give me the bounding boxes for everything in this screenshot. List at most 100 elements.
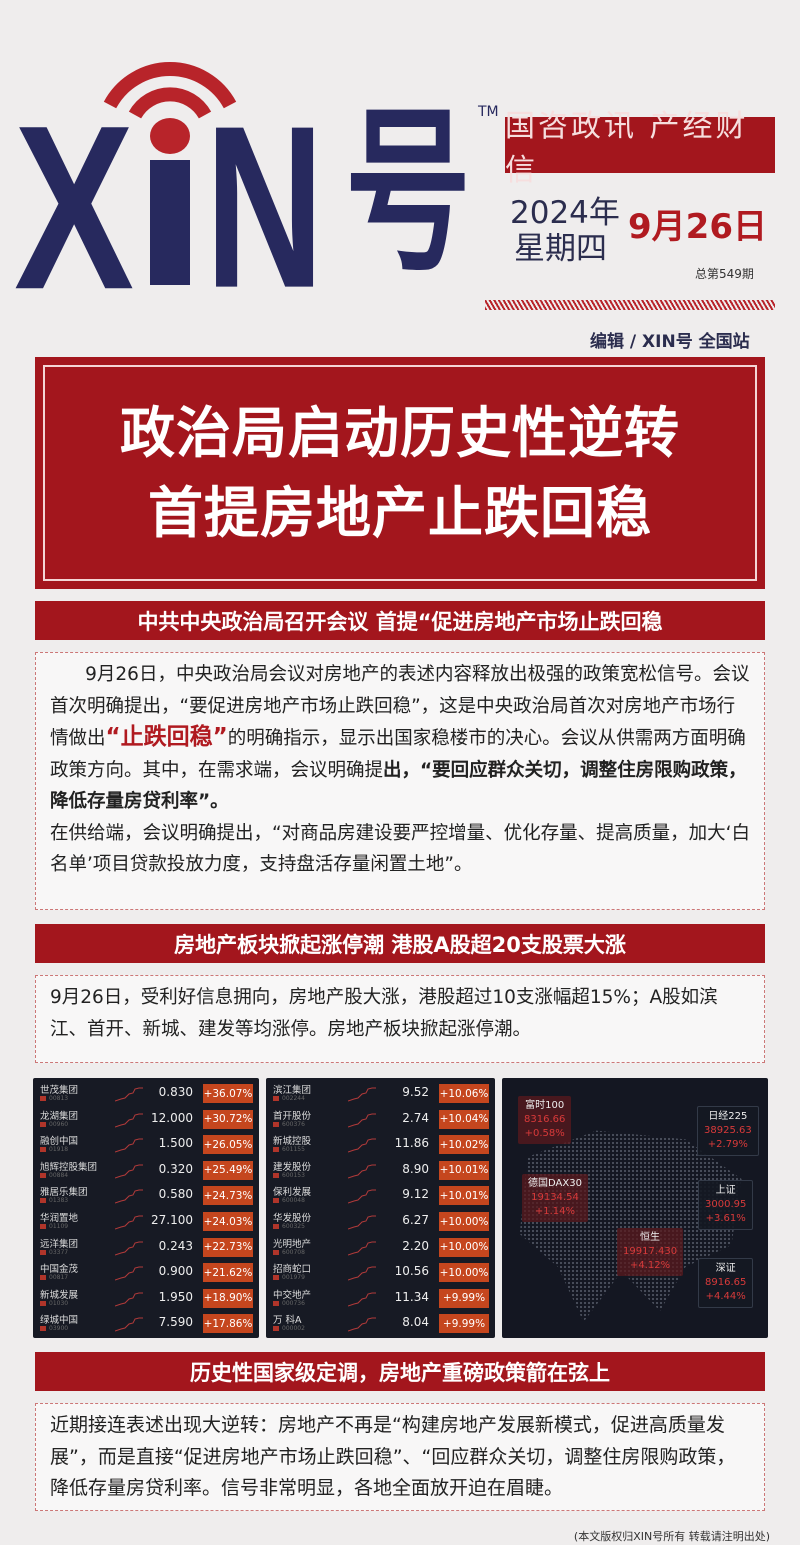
stock-price: 0.320: [158, 1161, 193, 1176]
stock-change-badge: +10.01%: [439, 1186, 489, 1206]
stock-code: 01109: [40, 1223, 68, 1230]
global-index-map: 富时100 8316.66 +0.58% 日经225 38925.63 +2.79% 德…: [502, 1078, 768, 1338]
stock-code: 00884: [40, 1172, 68, 1179]
stock-code: 03377: [40, 1249, 68, 1256]
market-badge-icon: [273, 1300, 279, 1306]
stock-row[interactable]: 中交地产 000736 11.34 +9.99%: [266, 1287, 495, 1313]
stock-code: 001979: [273, 1274, 305, 1281]
stock-name: 华发股份: [273, 1213, 312, 1224]
market-badge-icon: [273, 1275, 279, 1281]
date-weekday: 星期四: [514, 231, 607, 267]
copyright: (本文版权归XIN号所有 转载请注明出处): [573, 1530, 770, 1543]
stock-name: 融创中国: [40, 1136, 79, 1148]
stock-row[interactable]: 中国金茂 00817 0.900 +21.62%: [33, 1261, 259, 1287]
stock-price: 8.90: [402, 1161, 429, 1176]
stock-change-badge: +21.62%: [203, 1263, 253, 1283]
highlight: “止跌回稳”: [105, 724, 228, 750]
stock-row[interactable]: 龙湖集团 00960 12.000 +30.72%: [33, 1108, 259, 1134]
market-badge-icon: [40, 1249, 46, 1255]
stock-row[interactable]: 旭辉控股集团 00884 0.320 +25.49%: [33, 1159, 259, 1185]
stock-row[interactable]: 新城发展 01030 1.950 +18.90%: [33, 1287, 259, 1313]
sparkline-icon: [115, 1164, 143, 1179]
headline-line-2: 首提房地产止跌回稳: [147, 481, 652, 545]
stock-price: 11.86: [394, 1136, 429, 1151]
stock-price: 9.12: [402, 1187, 429, 1202]
sparkline-icon: [348, 1164, 376, 1179]
stock-row[interactable]: 华发股份 600325 6.27 +10.00%: [266, 1210, 495, 1236]
market-badge-icon: [273, 1198, 279, 1204]
sparkline-icon: [348, 1087, 376, 1102]
stock-price: 8.04: [402, 1315, 429, 1330]
stock-code: 000736: [273, 1300, 305, 1307]
stock-row[interactable]: 万 科A 000002 8.04 +9.99%: [266, 1312, 495, 1338]
stock-name: 新城控股: [273, 1136, 312, 1148]
stock-name: 招商蛇口: [273, 1264, 312, 1276]
stock-row[interactable]: 首开股份 600376 2.74 +10.04%: [266, 1108, 495, 1134]
stock-price: 0.580: [158, 1187, 193, 1202]
stock-change-badge: +30.72%: [203, 1109, 253, 1129]
stock-code: 00817: [40, 1274, 68, 1281]
market-badge-icon: [273, 1096, 279, 1101]
stock-change-badge: +10.02%: [439, 1135, 489, 1155]
stock-change-badge: +9.99%: [439, 1314, 489, 1334]
market-badge-icon: [40, 1275, 46, 1281]
stock-row[interactable]: 新城控股 601155 11.86 +10.02%: [266, 1133, 495, 1159]
sparkline-icon: [348, 1292, 376, 1307]
stock-change-badge: +22.73%: [203, 1237, 253, 1257]
logo-letter-i: [150, 160, 190, 285]
section-3-title: 历史性国家级定调，房地产重磅政策箭在弦上: [35, 1352, 765, 1391]
stock-row[interactable]: 融创中国 01918 1.500 +26.05%: [33, 1133, 259, 1159]
stock-price: 7.590: [158, 1315, 193, 1330]
stock-name: 滨江集团: [273, 1085, 312, 1096]
stock-name: 远洋集团: [40, 1238, 79, 1250]
stock-code: 600376: [273, 1121, 305, 1128]
market-badge-icon: [40, 1326, 46, 1332]
stock-name: 保利发展: [273, 1187, 312, 1199]
market-badge-icon: [273, 1172, 279, 1178]
tagline: 国咨政讯 产经财信: [505, 109, 775, 188]
stock-row[interactable]: 华润置地 01109 27.100 +24.03%: [33, 1210, 259, 1236]
stock-row[interactable]: 绿城中国 03900 7.590 +17.86%: [33, 1312, 259, 1338]
stock-row[interactable]: 保利发展 600048 9.12 +10.01%: [266, 1184, 495, 1210]
market-badge-icon: [40, 1172, 46, 1178]
stock-row[interactable]: 滨江集团 002244 9.52 +10.06%: [266, 1082, 495, 1108]
market-badge-icon: [273, 1224, 279, 1229]
stock-row[interactable]: 雅居乐集团 01383 0.580 +24.73%: [33, 1184, 259, 1210]
stock-row[interactable]: 建发股份 600153 8.90 +10.01%: [266, 1159, 495, 1185]
stock-code: 600153: [273, 1172, 305, 1179]
stock-change-badge: +10.01%: [439, 1160, 489, 1180]
stock-code: 00960: [40, 1121, 68, 1128]
stock-name: 中国金茂: [40, 1264, 79, 1276]
stock-code: 000002: [273, 1325, 305, 1332]
logo-letter-n: N: [205, 78, 325, 336]
divider: [485, 300, 775, 310]
stock-name: 雅居乐集团: [40, 1187, 88, 1199]
stock-code: 600048: [273, 1197, 305, 1204]
section-1-text: 9月26日，中央政治局会议对房地产的表述内容释放出极强的政策宽松信号。会议首次明…: [35, 652, 765, 910]
stock-change-badge: +18.90%: [203, 1288, 253, 1308]
sparkline-icon: [115, 1241, 143, 1256]
index-dax: 德国DAX30 19134.54 +1.14%: [522, 1174, 588, 1222]
market-badge-icon: [273, 1249, 279, 1255]
stock-price: 6.27: [402, 1213, 429, 1227]
stock-price: 11.34: [394, 1289, 429, 1304]
stock-row[interactable]: 远洋集团 03377 0.243 +22.73%: [33, 1236, 259, 1262]
market-badge-icon: [40, 1300, 46, 1306]
section-2-text: 9月26日，受利好信息拥向，房地产股大涨，港股超过10支涨幅超15%；A股如滨江…: [35, 975, 765, 1063]
date-year: 2024年: [510, 195, 620, 231]
stock-name: 世茂集团: [40, 1085, 79, 1096]
stock-code: 01918: [40, 1146, 68, 1153]
stock-row[interactable]: 招商蛇口 001979 10.56 +10.00%: [266, 1261, 495, 1287]
sparkline-icon: [115, 1087, 143, 1102]
section-2-title: 房地产板块掀起涨停潮 港股A股超20支股票大涨: [35, 924, 765, 963]
stock-row[interactable]: 世茂集团 00813 0.830 +36.07%: [33, 1082, 259, 1108]
market-badge-icon: [40, 1147, 46, 1153]
stock-price: 12.000: [151, 1110, 193, 1125]
index-shanghai: 上证 3000.95 +3.61%: [698, 1180, 754, 1230]
stock-row[interactable]: 光明地产 600708 2.20 +10.00%: [266, 1236, 495, 1262]
sparkline-icon: [115, 1189, 143, 1204]
stock-name: 新城发展: [40, 1289, 79, 1301]
a-stock-list: 滨江集团 002244 9.52 +10.06% 首开股份 600376 2.74…: [266, 1078, 495, 1338]
editor-line: 编辑 / XIN号 全国站: [590, 332, 750, 352]
market-badge-icon: [273, 1326, 279, 1332]
